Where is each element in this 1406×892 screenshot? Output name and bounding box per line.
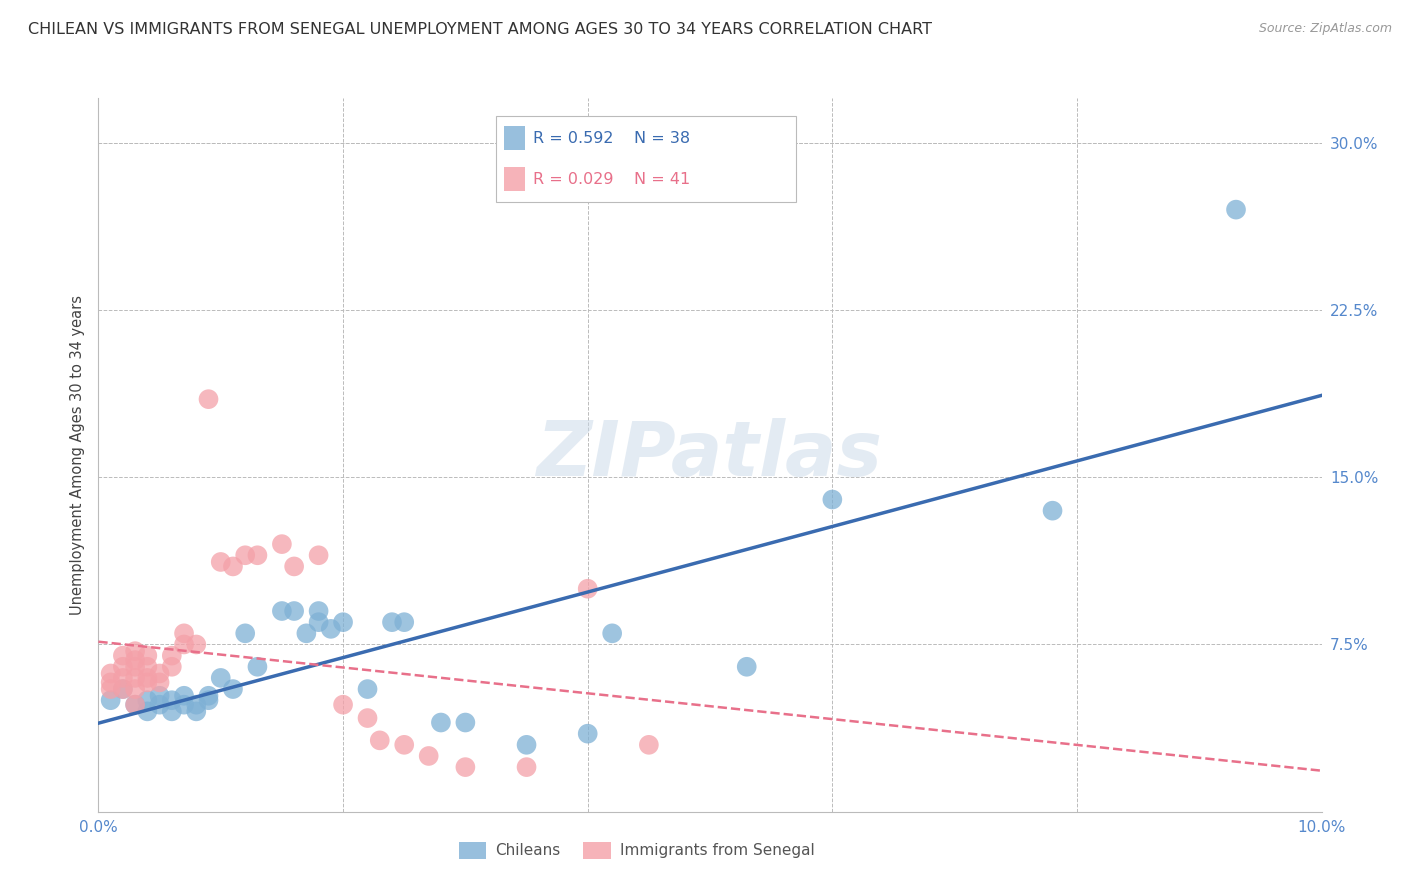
Point — [233, 626, 256, 640]
Point — [136, 705, 159, 719]
Point — [576, 582, 599, 596]
Text: R = 0.029    N = 41: R = 0.029 N = 41 — [533, 172, 690, 186]
Point — [600, 626, 623, 640]
Text: CHILEAN VS IMMIGRANTS FROM SENEGAL UNEMPLOYMENT AMONG AGES 30 TO 34 YEARS CORREL: CHILEAN VS IMMIGRANTS FROM SENEGAL UNEMP… — [28, 22, 932, 37]
Point — [283, 604, 305, 618]
Point — [136, 693, 159, 707]
Point — [454, 715, 477, 730]
Point — [332, 615, 354, 630]
Point — [368, 733, 391, 747]
Point — [111, 660, 134, 674]
Point — [576, 726, 599, 740]
Point — [173, 689, 195, 703]
Point — [735, 660, 758, 674]
Point — [283, 559, 305, 574]
Point — [111, 681, 134, 696]
Point — [246, 660, 269, 674]
Point — [173, 626, 195, 640]
Text: Source: ZipAtlas.com: Source: ZipAtlas.com — [1258, 22, 1392, 36]
Point — [124, 698, 146, 712]
Point — [124, 681, 146, 696]
Point — [222, 559, 245, 574]
Point — [270, 537, 292, 551]
Point — [173, 637, 195, 651]
Point — [308, 615, 330, 630]
Point — [356, 681, 378, 696]
Point — [100, 675, 122, 690]
Point — [136, 671, 159, 685]
Point — [430, 715, 453, 730]
Point — [186, 705, 208, 719]
Point — [136, 648, 159, 663]
Point — [186, 698, 208, 712]
Point — [149, 675, 172, 690]
Point — [197, 392, 219, 407]
Point — [149, 666, 172, 681]
Point — [637, 738, 661, 752]
Point — [418, 749, 440, 764]
Point — [111, 671, 134, 685]
Point — [111, 681, 134, 696]
Text: R = 0.592    N = 38: R = 0.592 N = 38 — [533, 131, 690, 145]
Point — [295, 626, 318, 640]
Point — [332, 698, 354, 712]
Point — [149, 698, 172, 712]
Point — [308, 604, 330, 618]
Point — [392, 738, 416, 752]
Point — [100, 666, 122, 681]
Point — [124, 698, 146, 712]
Point — [100, 681, 122, 696]
Point — [197, 693, 219, 707]
Point — [1042, 503, 1064, 517]
Point — [136, 660, 159, 674]
Point — [270, 604, 292, 618]
Point — [209, 671, 232, 685]
Point — [124, 671, 146, 685]
Point — [233, 548, 256, 563]
Point — [319, 622, 342, 636]
Point — [516, 760, 538, 774]
Point — [160, 705, 183, 719]
Point — [173, 698, 195, 712]
Point — [197, 689, 219, 703]
Y-axis label: Unemployment Among Ages 30 to 34 years: Unemployment Among Ages 30 to 34 years — [69, 295, 84, 615]
Text: ZIPatlas: ZIPatlas — [537, 418, 883, 491]
Point — [160, 648, 183, 663]
Point — [160, 693, 183, 707]
Point — [454, 760, 477, 774]
Point — [821, 492, 844, 507]
Point — [392, 615, 416, 630]
Legend: Chileans, Immigrants from Senegal: Chileans, Immigrants from Senegal — [453, 836, 821, 864]
Point — [111, 648, 134, 663]
Point — [100, 693, 122, 707]
Point — [124, 660, 146, 674]
Point — [308, 548, 330, 563]
Point — [160, 660, 183, 674]
Point — [381, 615, 404, 630]
Point — [149, 689, 172, 703]
Point — [516, 738, 538, 752]
Point — [246, 548, 269, 563]
Point — [186, 637, 208, 651]
Point — [222, 681, 245, 696]
Point — [124, 644, 146, 658]
Point — [1225, 202, 1247, 217]
Point — [356, 711, 378, 725]
Point — [136, 675, 159, 690]
Point — [209, 555, 232, 569]
Point — [124, 653, 146, 667]
